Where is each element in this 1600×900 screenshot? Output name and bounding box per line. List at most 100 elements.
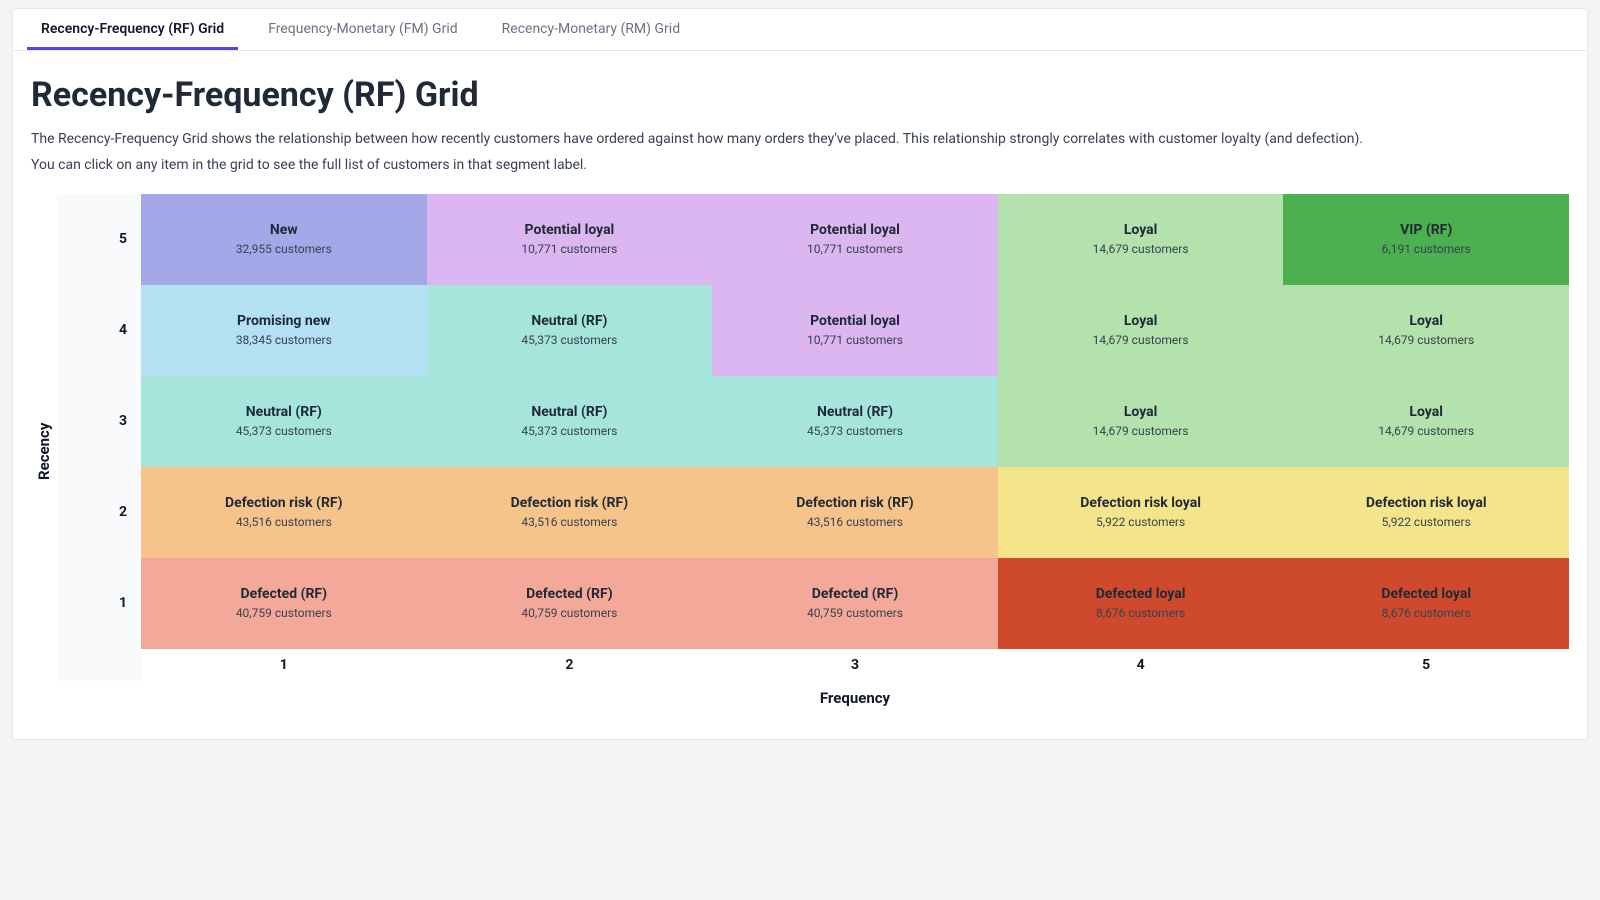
segment-label: Defected (RF) xyxy=(526,586,612,603)
rf-cell-r3-f1[interactable]: Neutral (RF) 45,373 customers xyxy=(141,376,427,467)
segment-count: 40,759 customers xyxy=(236,606,332,620)
rf-grid: 5 New 32,955 customers Potential loyal 10,77… xyxy=(57,194,1569,709)
recency-level-4: 4 xyxy=(57,285,141,376)
rf-cell-r1-f3[interactable]: Defected (RF) 40,759 customers xyxy=(712,558,998,649)
segment-count: 45,373 customers xyxy=(521,424,617,438)
segment-label: Loyal xyxy=(1409,404,1443,421)
rf-cell-r3-f5[interactable]: Loyal 14,679 customers xyxy=(1283,376,1569,467)
tab-rm-grid[interactable]: Recency-Monetary (RM) Grid xyxy=(488,9,694,50)
frequency-level-3: 3 xyxy=(712,649,998,681)
segment-label: Defection risk loyal xyxy=(1080,495,1201,512)
rf-cell-r5-f2[interactable]: Potential loyal 10,771 customers xyxy=(427,194,713,285)
segment-count: 40,759 customers xyxy=(521,606,617,620)
segment-label: Potential loyal xyxy=(810,313,900,330)
segment-count: 14,679 customers xyxy=(1093,424,1189,438)
rf-cell-r5-f4[interactable]: Loyal 14,679 customers xyxy=(998,194,1284,285)
rf-cell-r1-f4[interactable]: Defected loyal 8,676 customers xyxy=(998,558,1284,649)
recency-level-5: 5 xyxy=(57,194,141,285)
rf-cell-r4-f5[interactable]: Loyal 14,679 customers xyxy=(1283,285,1569,376)
rf-cell-r5-f1[interactable]: New 32,955 customers xyxy=(141,194,427,285)
segment-label: Defected (RF) xyxy=(241,586,327,603)
rf-cell-r4-f1[interactable]: Promising new 38,345 customers xyxy=(141,285,427,376)
description-1: The Recency-Frequency Grid shows the rel… xyxy=(31,129,1569,149)
segment-label: Loyal xyxy=(1124,313,1158,330)
rf-cell-r2-f5[interactable]: Defection risk loyal 5,922 customers xyxy=(1283,467,1569,558)
frequency-level-1: 1 xyxy=(141,649,427,681)
segment-count: 45,373 customers xyxy=(807,424,903,438)
rf-cell-r2-f2[interactable]: Defection risk (RF) 43,516 customers xyxy=(427,467,713,558)
rf-cell-r2-f3[interactable]: Defection risk (RF) 43,516 customers xyxy=(712,467,998,558)
segment-label: Loyal xyxy=(1124,222,1158,239)
recency-level-3: 3 xyxy=(57,376,141,467)
segment-count: 8,676 customers xyxy=(1096,606,1185,620)
segment-label: Potential loyal xyxy=(810,222,900,239)
segment-count: 10,771 customers xyxy=(807,242,903,256)
segment-count: 10,771 customers xyxy=(521,242,617,256)
rf-cell-r5-f5[interactable]: VIP (RF) 6,191 customers xyxy=(1283,194,1569,285)
segment-count: 10,771 customers xyxy=(807,333,903,347)
y-axis-label: Recency xyxy=(31,194,57,709)
segment-count: 43,516 customers xyxy=(521,515,617,529)
segment-count: 14,679 customers xyxy=(1093,242,1189,256)
rf-cell-r1-f1[interactable]: Defected (RF) 40,759 customers xyxy=(141,558,427,649)
segment-label: Defected loyal xyxy=(1381,586,1471,603)
segment-label: Defection risk (RF) xyxy=(796,495,913,512)
segment-count: 14,679 customers xyxy=(1378,424,1474,438)
segment-count: 32,955 customers xyxy=(236,242,332,256)
segment-count: 8,676 customers xyxy=(1382,606,1471,620)
description-2: You can click on any item in the grid to… xyxy=(31,155,1569,175)
segment-count: 6,191 customers xyxy=(1382,242,1471,256)
frequency-level-4: 4 xyxy=(998,649,1284,681)
rf-cell-r2-f1[interactable]: Defection risk (RF) 43,516 customers xyxy=(141,467,427,558)
frequency-level-2: 2 xyxy=(427,649,713,681)
segment-label: New xyxy=(270,222,298,239)
segment-count: 14,679 customers xyxy=(1093,333,1189,347)
axis-corner xyxy=(57,649,141,681)
segment-count: 43,516 customers xyxy=(807,515,903,529)
segment-label: Neutral (RF) xyxy=(531,404,607,421)
x-axis-label: Frequency xyxy=(141,681,1569,709)
segment-count: 45,373 customers xyxy=(236,424,332,438)
segment-count: 43,516 customers xyxy=(236,515,332,529)
segment-label: Defection risk (RF) xyxy=(225,495,342,512)
segment-count: 5,922 customers xyxy=(1096,515,1185,529)
rf-cell-r3-f3[interactable]: Neutral (RF) 45,373 customers xyxy=(712,376,998,467)
segment-label: Potential loyal xyxy=(525,222,615,239)
segment-label: Promising new xyxy=(237,313,331,330)
rf-grid-wrap: Recency 5 New 32,955 customers Potential lo… xyxy=(31,194,1569,709)
segment-label: Loyal xyxy=(1124,404,1158,421)
rf-cell-r1-f5[interactable]: Defected loyal 8,676 customers xyxy=(1283,558,1569,649)
axis-corner xyxy=(57,681,141,709)
rf-cell-r5-f3[interactable]: Potential loyal 10,771 customers xyxy=(712,194,998,285)
recency-level-1: 1 xyxy=(57,558,141,649)
segment-label: Neutral (RF) xyxy=(531,313,607,330)
tab-rf-grid[interactable]: Recency-Frequency (RF) Grid xyxy=(27,9,238,50)
page-title: Recency-Frequency (RF) Grid xyxy=(31,75,1569,115)
segment-count: 40,759 customers xyxy=(807,606,903,620)
rf-cell-r1-f2[interactable]: Defected (RF) 40,759 customers xyxy=(427,558,713,649)
segment-label: Defection risk (RF) xyxy=(511,495,628,512)
rf-card: Recency-Frequency (RF) Grid Frequency-Mo… xyxy=(12,8,1588,740)
segment-label: Neutral (RF) xyxy=(817,404,893,421)
segment-label: Defection risk loyal xyxy=(1366,495,1487,512)
segment-label: Defected (RF) xyxy=(812,586,898,603)
tab-content: Recency-Frequency (RF) Grid The Recency-… xyxy=(13,51,1587,739)
segment-label: Neutral (RF) xyxy=(246,404,322,421)
segment-label: VIP (RF) xyxy=(1400,222,1452,239)
rf-cell-r4-f4[interactable]: Loyal 14,679 customers xyxy=(998,285,1284,376)
tab-bar: Recency-Frequency (RF) Grid Frequency-Mo… xyxy=(13,9,1587,51)
rf-cell-r3-f2[interactable]: Neutral (RF) 45,373 customers xyxy=(427,376,713,467)
segment-label: Loyal xyxy=(1409,313,1443,330)
frequency-level-5: 5 xyxy=(1283,649,1569,681)
rf-cell-r4-f2[interactable]: Neutral (RF) 45,373 customers xyxy=(427,285,713,376)
tab-fm-grid[interactable]: Frequency-Monetary (FM) Grid xyxy=(254,9,471,50)
rf-cell-r2-f4[interactable]: Defection risk loyal 5,922 customers xyxy=(998,467,1284,558)
segment-label: Defected loyal xyxy=(1096,586,1186,603)
rf-cell-r3-f4[interactable]: Loyal 14,679 customers xyxy=(998,376,1284,467)
segment-count: 5,922 customers xyxy=(1382,515,1471,529)
segment-count: 38,345 customers xyxy=(236,333,332,347)
recency-level-2: 2 xyxy=(57,467,141,558)
segment-count: 45,373 customers xyxy=(521,333,617,347)
rf-cell-r4-f3[interactable]: Potential loyal 10,771 customers xyxy=(712,285,998,376)
segment-count: 14,679 customers xyxy=(1378,333,1474,347)
